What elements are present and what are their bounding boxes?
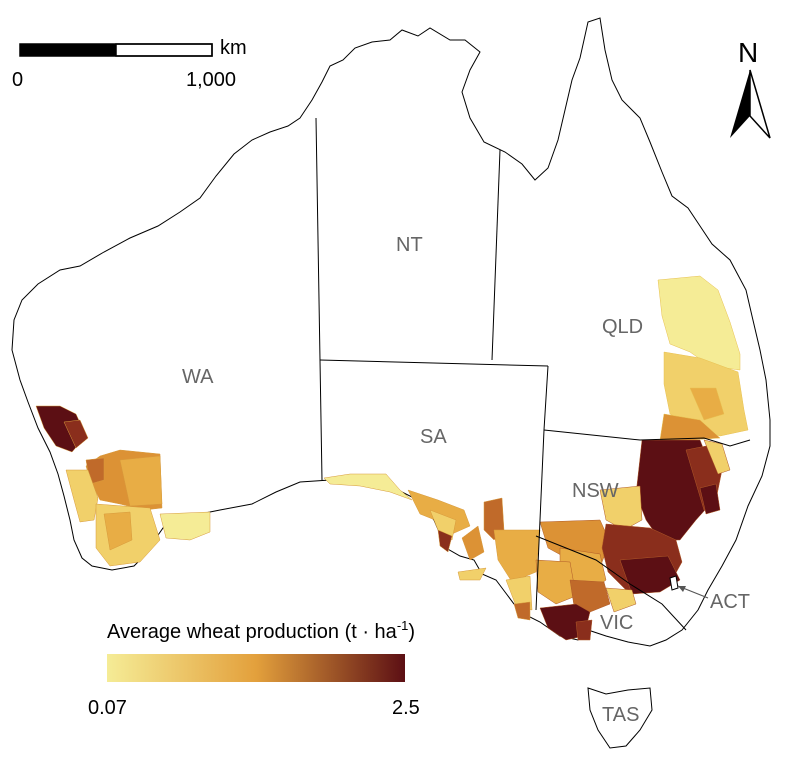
region-wa-west-coast xyxy=(65,469,99,523)
state-label-vic: VIC xyxy=(600,612,633,634)
wheat-regions-qld xyxy=(657,275,749,441)
legend: Average wheat production (t · ha-1) 0.07… xyxy=(88,618,420,719)
region-nsw-northeast xyxy=(703,439,731,475)
legend-title-main: Average wheat production (t · ha xyxy=(107,621,398,643)
region-vic-south xyxy=(575,619,593,641)
region-nsw-south-west-slopes xyxy=(619,555,681,595)
region-vic-wimmera xyxy=(569,579,611,613)
region-sa-kangaroo-island xyxy=(457,567,487,581)
tasmania-outline xyxy=(587,687,653,749)
north-arrow-label: N xyxy=(738,37,758,68)
region-wa-coastal-north xyxy=(63,419,89,449)
region-sa-lower-southeast xyxy=(513,601,531,621)
region-nsw-central-west xyxy=(599,485,643,531)
region-nsw-moree xyxy=(699,483,721,515)
state-label-sa: SA xyxy=(420,426,447,448)
wheat-regions-wa xyxy=(35,405,211,567)
state-label-nsw: NSW xyxy=(572,480,619,502)
legend-color-ramp xyxy=(107,654,405,682)
region-sa-eyre-south xyxy=(429,509,457,541)
scale-bar-white-segment xyxy=(115,43,213,57)
state-label-nt: NT xyxy=(396,234,423,256)
border-nsw-vic xyxy=(535,535,687,631)
region-wa-esperance xyxy=(159,511,211,541)
scale-bar-start-label: 0 xyxy=(12,69,23,91)
border-qld-nsw xyxy=(543,429,751,447)
north-arrow-dark-half xyxy=(730,70,750,138)
border-nt-sa xyxy=(319,359,549,367)
state-label-wa: WA xyxy=(182,366,214,388)
state-label-tas: TAS xyxy=(602,704,639,726)
region-sa-yorke xyxy=(461,525,485,561)
wheat-regions-sa xyxy=(323,473,541,621)
scale-bar-end-label: 1,000 xyxy=(186,69,236,91)
act-outline xyxy=(669,575,679,591)
state-label-qld: QLD xyxy=(602,316,643,338)
region-vic-mallee xyxy=(535,559,577,605)
state-label-act: ACT xyxy=(710,591,750,613)
mainland-outline xyxy=(11,17,771,647)
legend-title-close: ) xyxy=(408,621,415,643)
legend-max-label: 2.5 xyxy=(392,697,420,719)
legend-title-superscript: -1 xyxy=(397,618,409,633)
region-wa-central-east xyxy=(119,455,163,507)
region-qld-south xyxy=(659,413,721,441)
region-sa-southeast xyxy=(505,575,533,611)
act-leader-arrowhead xyxy=(678,586,686,592)
region-sa-nullarbor xyxy=(323,473,413,501)
region-qld-downs xyxy=(689,387,725,421)
scale-bar-black-segment xyxy=(20,44,116,56)
border-nt-qld xyxy=(491,149,501,361)
scale-bar-frame xyxy=(19,43,213,57)
region-vic-north-east xyxy=(605,587,637,613)
region-wa-southwest xyxy=(103,511,133,551)
scale-bar: km 0 1,000 xyxy=(12,37,247,91)
north-arrow-icon: N xyxy=(730,37,771,139)
legend-title: Average wheat production (t · ha-1) xyxy=(107,618,415,643)
state-borders xyxy=(315,117,751,631)
north-arrow-light-half xyxy=(749,69,771,139)
legend-min-label: 0.07 xyxy=(88,697,127,719)
scale-bar-unit: km xyxy=(220,37,247,59)
wheat-regions-nsw-vic xyxy=(535,439,731,641)
region-qld-north xyxy=(657,275,741,371)
region-sa-port-lincoln xyxy=(437,529,453,553)
